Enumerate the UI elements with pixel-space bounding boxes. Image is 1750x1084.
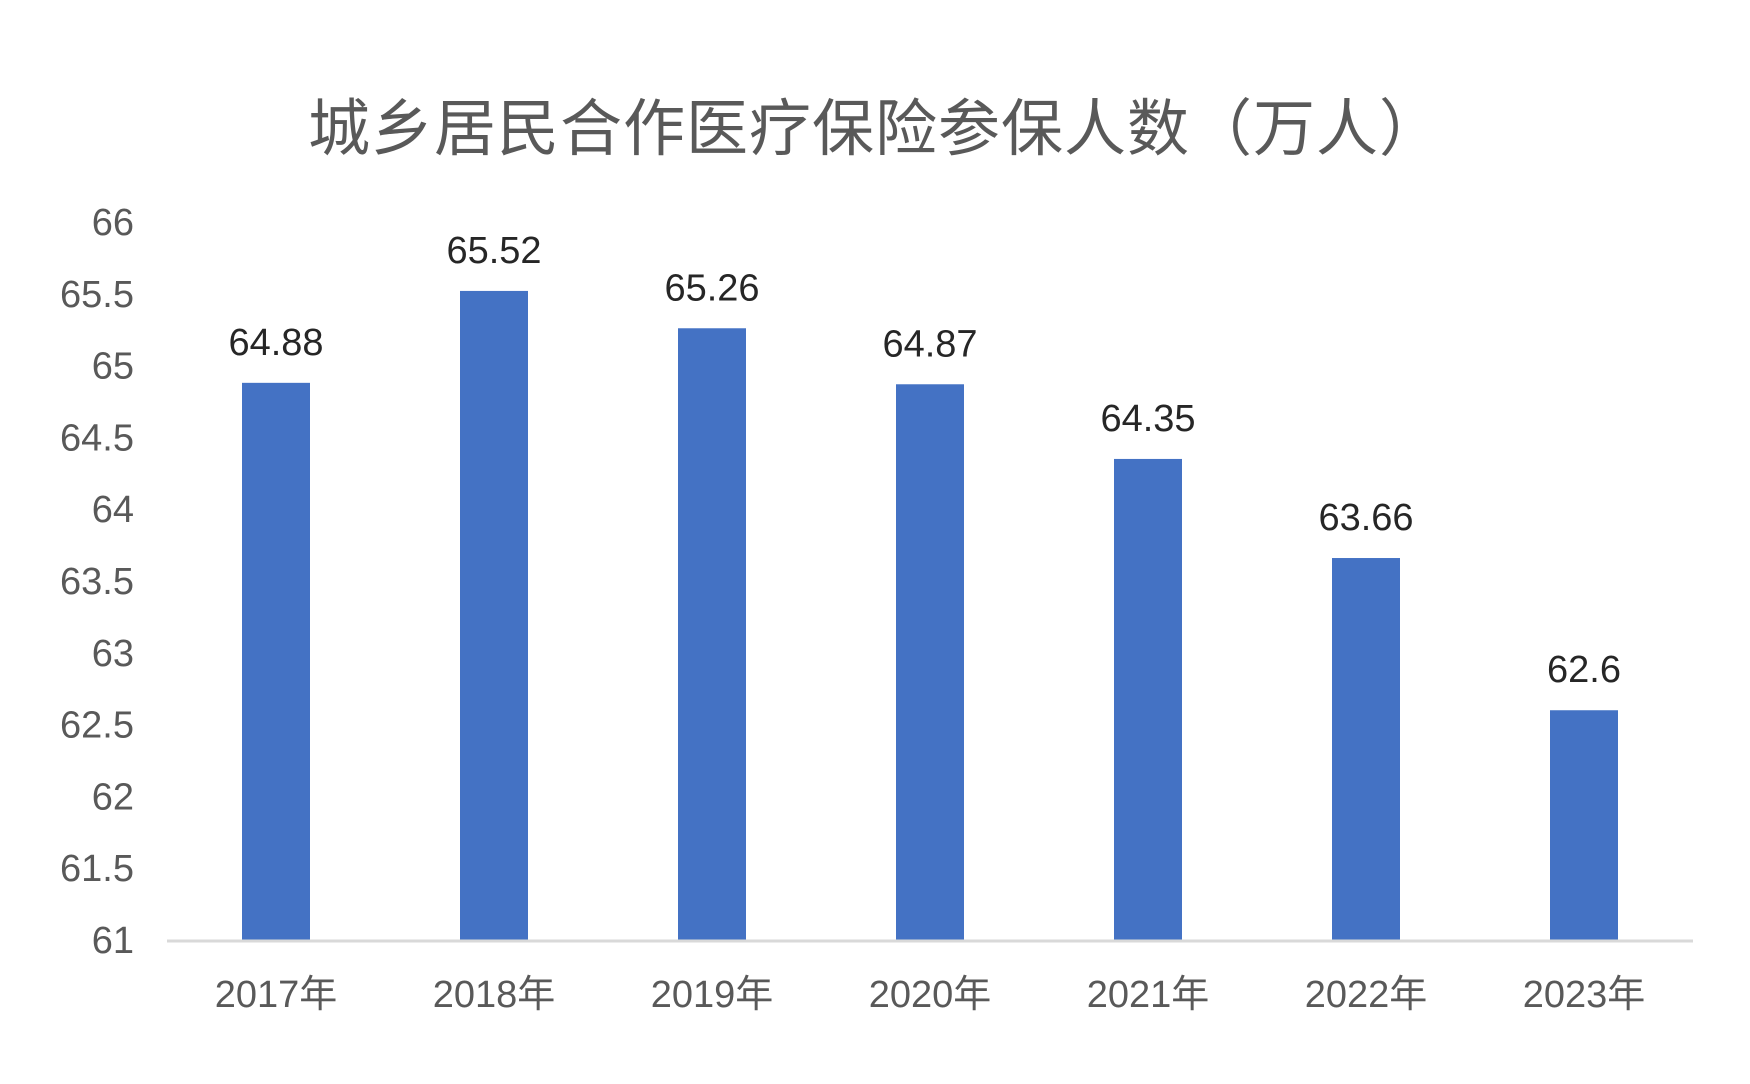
x-category-label: 2021年	[1087, 974, 1210, 1016]
bar-data-label: 62.6	[1547, 649, 1621, 691]
y-tick-label: 64	[92, 489, 134, 531]
bar	[460, 290, 528, 941]
bar-data-label: 65.26	[664, 267, 759, 309]
y-tick-label: 62	[92, 776, 134, 818]
bar	[1550, 710, 1618, 940]
y-axis-tick-labels: 61 61.5 62 62.5 63 63.5 64 64.5 65 65.5 66	[60, 202, 134, 962]
x-category-label: 2018年	[433, 974, 556, 1016]
y-tick-label: 61.5	[60, 848, 134, 890]
bar	[1332, 558, 1400, 940]
bar	[1114, 458, 1182, 940]
y-tick-label: 62.5	[60, 705, 134, 747]
y-tick-label: 66	[92, 202, 134, 244]
y-tick-label: 64.5	[60, 417, 134, 459]
y-tick-label: 63.5	[60, 561, 134, 603]
y-tick-label: 61	[92, 920, 134, 962]
bar-data-label: 64.35	[1100, 398, 1195, 440]
x-category-label: 2023年	[1523, 974, 1646, 1016]
x-category-label: 2022年	[1305, 974, 1428, 1016]
bar	[896, 384, 964, 940]
y-tick-label: 65.5	[60, 274, 134, 316]
x-category-label: 2019年	[651, 974, 774, 1016]
bar	[678, 328, 746, 940]
bar-data-label: 64.88	[228, 322, 323, 364]
bar-data-label: 64.87	[882, 323, 977, 365]
chart-title: 城乡居民合作医疗保险参保人数（万人）	[307, 92, 1442, 165]
data-labels: 64.88 65.52 65.26 64.87 64.35 63.66 62.6	[228, 230, 1621, 691]
bar-data-label: 63.66	[1318, 497, 1413, 539]
bar-data-label: 65.52	[446, 230, 541, 272]
y-tick-label: 65	[92, 346, 134, 388]
y-tick-label: 63	[92, 633, 134, 675]
bars	[242, 290, 1618, 941]
bar	[242, 382, 310, 940]
x-category-label: 2020年	[869, 974, 992, 1016]
x-axis-category-labels: 2017年 2018年 2019年 2020年 2021年 2022年 2023年	[215, 974, 1646, 1016]
x-category-label: 2017年	[215, 974, 338, 1016]
